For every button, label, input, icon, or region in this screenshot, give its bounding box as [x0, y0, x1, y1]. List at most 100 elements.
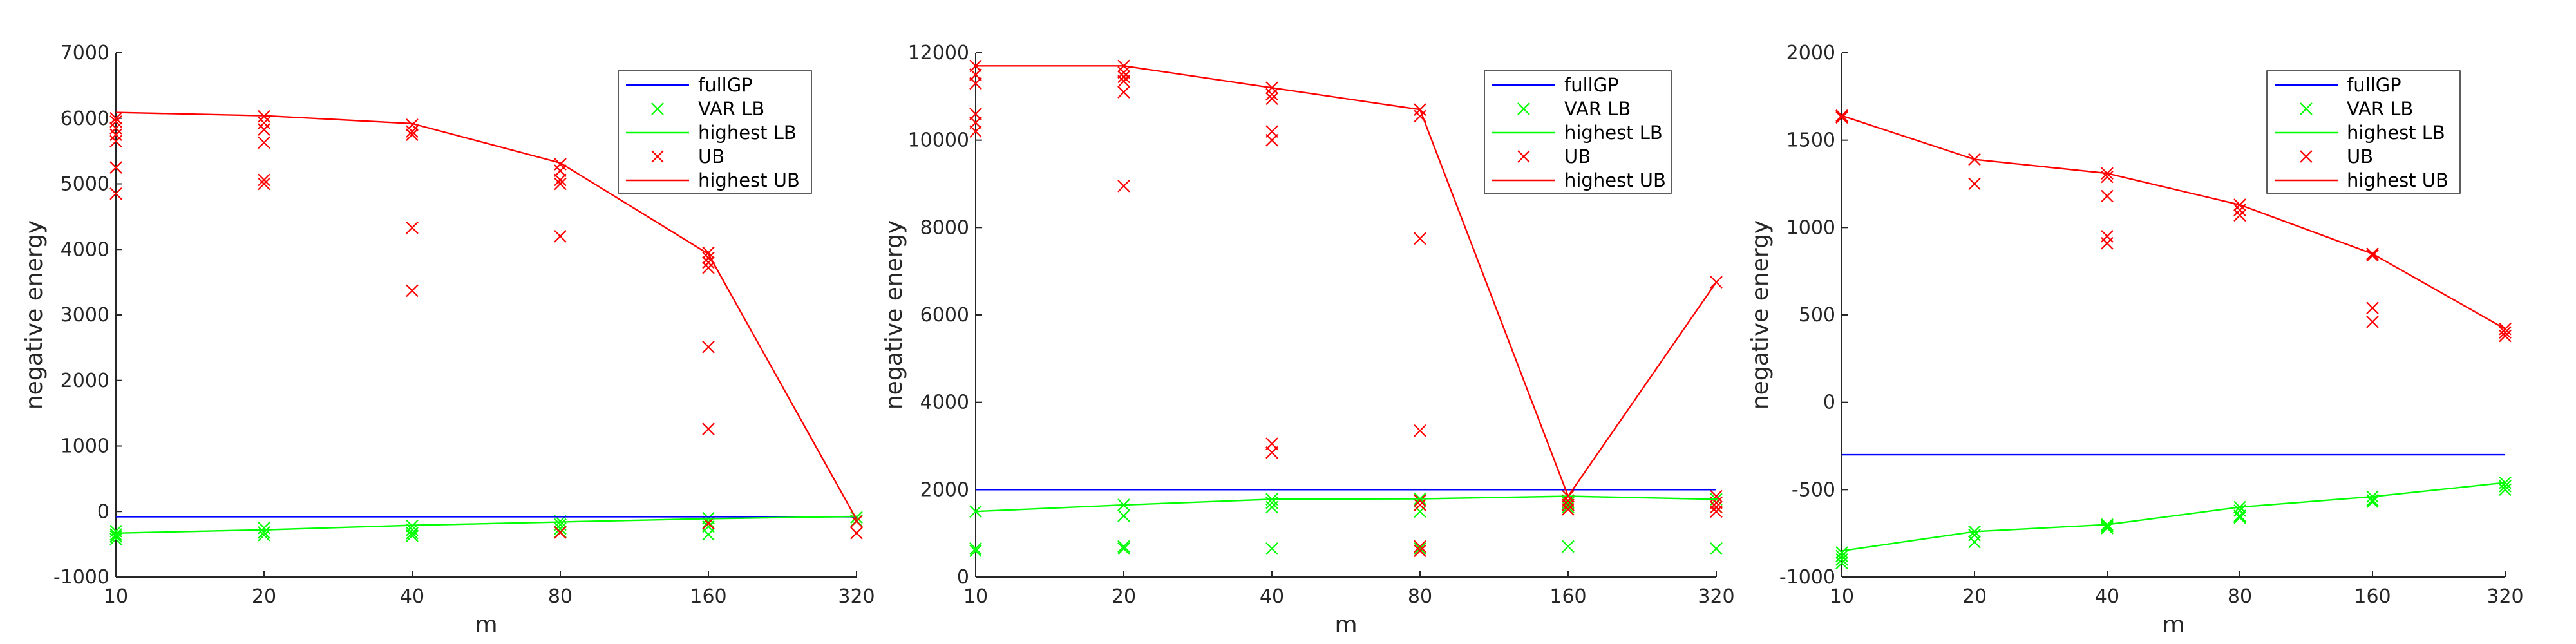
y-tick-label: 3000: [61, 304, 109, 327]
y-tick-label: 5000: [61, 173, 109, 196]
x-tick-label: 40: [1260, 585, 1284, 608]
var-lb-point: [109, 528, 122, 541]
var-lb-point: [969, 542, 982, 555]
var-lb-point: [2233, 509, 2246, 522]
legend-cross-swatch: [2300, 150, 2313, 163]
ub-point: [2366, 301, 2379, 314]
x-tick-label: 10: [104, 585, 128, 608]
x-tick-label: 320: [1698, 585, 1734, 608]
var-lb-point: [1562, 500, 1575, 514]
legend-label: highest UB: [698, 169, 800, 191]
ub-point: [109, 115, 122, 128]
legend-cross-swatch: [1517, 150, 1530, 163]
y-axis-label: negative energy: [881, 220, 907, 410]
x-tick-label: 80: [2228, 585, 2252, 608]
var-lb-point: [2499, 483, 2512, 497]
var-lb-point: [1265, 500, 1278, 514]
var-lb-point: [406, 527, 419, 540]
var-lb-point: [258, 529, 270, 542]
ub-point: [2101, 189, 2114, 203]
ub-point: [969, 77, 982, 90]
ub-point: [1414, 424, 1426, 437]
ub-point: [969, 68, 982, 81]
y-tick-label: 1500: [1786, 129, 1835, 152]
var-lb-point: [702, 528, 715, 541]
ub-point: [109, 161, 122, 174]
var-lb-point: [109, 533, 122, 545]
ub-point: [1968, 177, 1981, 191]
ub-point: [406, 221, 419, 234]
ub-point: [969, 116, 982, 129]
ub-point: [1117, 66, 1130, 79]
y-tick-label: 2000: [920, 478, 969, 501]
var-lb-point: [554, 522, 567, 535]
ub-point: [109, 135, 122, 148]
legend-label: highest UB: [2347, 169, 2448, 191]
y-tick-label: 7000: [61, 42, 109, 64]
y-tick-label: -1000: [1779, 566, 1835, 589]
ub-point: [2499, 326, 2512, 339]
y-tick-label: 1000: [61, 435, 109, 458]
var-lb-point: [258, 526, 270, 539]
y-tick-label: 2000: [61, 370, 109, 392]
var-lb-point: [1265, 542, 1278, 555]
y-tick-label: 6000: [920, 304, 969, 327]
ub-point: [1117, 180, 1130, 193]
ub-point: [850, 527, 863, 540]
var-lb-point: [1117, 509, 1130, 522]
x-axis-label: m: [2162, 612, 2184, 638]
y-tick-label: 0: [957, 566, 969, 589]
ub-point: [406, 284, 419, 298]
var-lb-point: [1710, 542, 1723, 555]
x-tick-label: 20: [1962, 585, 1987, 608]
ub-point: [1710, 505, 1723, 518]
ub-point: [1265, 133, 1278, 147]
legend-label: fullGP: [698, 74, 753, 96]
var-lb-point: [406, 529, 419, 542]
ub-point: [1265, 437, 1278, 450]
highest-lb-line: [115, 515, 857, 535]
y-tick-label: 0: [97, 500, 109, 523]
ub-point: [2101, 236, 2114, 250]
y-tick-label: 4000: [61, 238, 109, 261]
x-tick-label: 160: [1549, 585, 1586, 608]
var-lb-point: [969, 544, 982, 558]
ub-point: [1710, 500, 1723, 514]
y-tick-label: 6000: [61, 108, 109, 130]
ub-point: [1414, 540, 1426, 553]
ub-point: [1265, 125, 1278, 138]
ub-point: [258, 117, 270, 129]
x-tick-label: 160: [690, 585, 726, 608]
y-axis-label: negative energy: [21, 220, 48, 410]
ub-point: [554, 526, 567, 539]
legend-label: fullGP: [1564, 74, 1619, 96]
var-lb-point: [2101, 520, 2114, 533]
var-lb-point: [1414, 542, 1426, 555]
legend-cross-swatch: [651, 150, 664, 163]
ub-point: [554, 230, 567, 243]
legend-label: UB: [1564, 146, 1591, 167]
highest-ub-line: [976, 65, 1717, 498]
ub-point: [109, 122, 122, 135]
ub-point: [1265, 92, 1278, 106]
legend-label: highest LB: [698, 122, 797, 144]
highest-ub-line: [115, 111, 858, 520]
y-tick-label: 8000: [920, 216, 969, 239]
var-lb-point: [1562, 540, 1575, 553]
highest-ub-line: [1841, 115, 2506, 330]
var-lb-point: [1968, 535, 1981, 549]
var-lb-point: [2366, 495, 2379, 509]
var-lb-point: [1414, 505, 1426, 518]
y-tick-label: -500: [1792, 478, 1835, 501]
ub-point: [1117, 70, 1130, 84]
ub-point: [1265, 446, 1278, 459]
x-tick-label: 40: [2095, 585, 2119, 608]
y-tick-label: 2000: [1786, 42, 1835, 64]
ub-point: [406, 128, 419, 141]
legend-label: highest LB: [1564, 122, 1663, 144]
ub-point: [969, 108, 982, 120]
ub-point: [702, 246, 715, 260]
var-lb-point: [1835, 553, 1848, 566]
